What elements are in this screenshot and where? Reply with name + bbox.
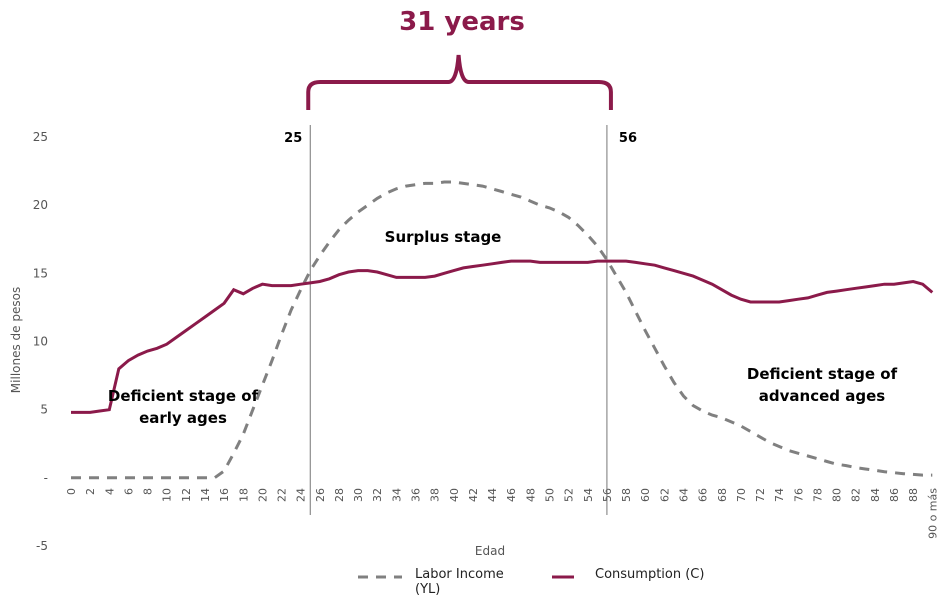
annotation: Deficient stage of advanced ages [746,365,898,405]
x-tick-label: 52 [563,488,576,502]
x-tick-label: 48 [524,488,537,502]
x-tick-label: 36 [410,488,423,502]
y-tick-label: - [44,471,48,485]
x-tick-label: 14 [199,488,212,502]
x-tick-label: 72 [754,488,767,502]
x-tick-label: 6 [122,488,135,495]
x-tick-label: 30 [352,488,365,502]
series-line [71,259,934,414]
x-tick-label: 64 [677,488,690,502]
x-tick-label: 20 [256,488,269,502]
x-tick-label: 44 [486,488,499,502]
x-tick-label: 28 [333,488,346,502]
x-tick-label: 24 [295,488,308,502]
x-tick-label: 4 [103,488,116,495]
x-tick-label: 54 [582,488,595,502]
x-tick-label: 74 [773,488,786,502]
x-tick-label: 18 [237,488,250,502]
x-tick-label: 70 [735,488,748,502]
x-tick-label: 8 [142,488,155,495]
x-tick-label: 86 [888,488,901,502]
x-tick-label: 80 [831,488,844,502]
x-tick-label: 66 [697,488,710,502]
chart-title: 31 years [399,7,525,37]
x-tick-label: 78 [811,488,824,502]
x-axis-label: Edad [475,544,505,558]
x-tick-label: 60 [639,488,652,502]
x-tick-label: 22 [276,488,289,502]
x-tick-label: 42 [467,488,480,502]
y-tick-label: 5 [40,403,48,417]
annotation: Deficient stage of early ages [107,387,259,427]
x-tick-label: 88 [907,488,920,502]
x-tick-label: 0 [65,488,78,495]
y-tick-label: 25 [33,130,48,144]
x-tick-label: 12 [180,488,193,502]
x-tick-label: 2 [84,488,97,495]
x-tick-label: 90 o más [926,488,938,539]
bracket [306,54,613,110]
x-tick-label: 62 [658,488,671,502]
series-line [71,180,933,480]
reference-label: 25 [284,131,302,146]
legend-label: Consumption (C) [595,567,705,582]
x-tick-label: 32 [371,488,384,502]
x-tick-label: 34 [390,488,403,502]
y-tick-label: 20 [33,198,48,212]
x-tick-label: 10 [161,488,174,502]
x-tick-label: 82 [850,488,863,502]
x-tick-label: 38 [429,488,442,502]
x-tick-label: 84 [869,488,882,502]
y-tick-label: -5 [36,539,48,553]
y-tick-label: 10 [33,335,48,349]
x-tick-label: 50 [544,488,557,502]
y-tick-label: 15 [33,266,48,280]
y-axis-label: Millones de pesos [9,287,23,393]
x-tick-label: 40 [448,488,461,502]
legend-label: Labor Income (YL) [415,567,504,597]
x-tick-label: 16 [218,488,231,502]
x-tick-label: 26 [314,488,327,502]
x-tick-label: 68 [716,488,729,502]
x-tick-label: 46 [505,488,518,502]
reference-label: 56 [619,131,637,146]
x-tick-label: 58 [620,488,633,502]
x-tick-label: 76 [792,488,805,502]
annotation: Surplus stage [384,228,502,246]
